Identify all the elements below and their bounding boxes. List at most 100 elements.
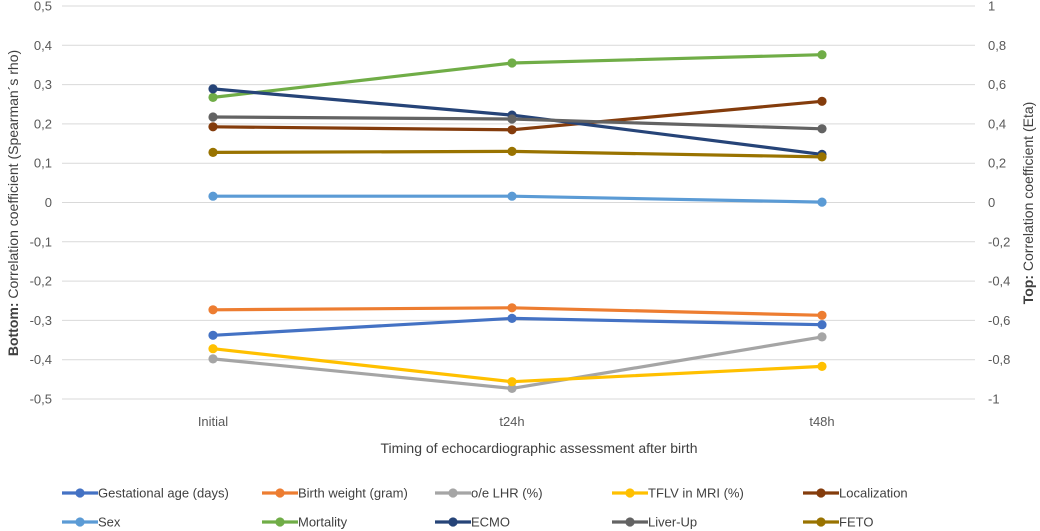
left-tick-label: -0,4 (30, 352, 52, 367)
series-liver-up (208, 112, 827, 134)
legend-item: Sex (62, 515, 121, 530)
gridlines (62, 5, 975, 400)
data-point (208, 344, 218, 354)
legend-swatch-marker (625, 517, 635, 527)
data-point (208, 147, 218, 157)
data-point (817, 124, 827, 134)
data-point (208, 191, 218, 201)
series-feto (208, 146, 827, 162)
series-o-e-lhr (208, 332, 827, 393)
x-axis-ticks: Initial t24h t48h (198, 414, 835, 429)
left-tick-label: 0,2 (34, 116, 52, 131)
series-line (211, 149, 824, 159)
series-localization (208, 96, 827, 135)
data-point (208, 92, 218, 102)
legend-item: Gestational age (days) (62, 486, 229, 501)
left-axis-title-bold: Bottom: (5, 302, 21, 356)
legend-swatch-marker (625, 488, 635, 498)
left-tick-label: -0,1 (30, 234, 52, 249)
x-tick-label: t48h (809, 414, 834, 429)
series-line (211, 316, 824, 337)
data-point (507, 377, 517, 387)
legend-item: o/e LHR (%) (435, 486, 543, 501)
data-point (817, 96, 827, 106)
data-point (507, 146, 517, 156)
legend-label: Gestational age (days) (98, 486, 229, 501)
legend-swatch-marker (448, 488, 458, 498)
right-axis-ticks: -1 -0,8 -0,6 -0,4 -0,2 0 0,2 0,4 0,6 0,8 1 (988, 0, 1010, 407)
series-line (211, 53, 824, 100)
right-axis-title: Top: Correlation coefficient (Eta) (1020, 102, 1036, 305)
data-point (208, 122, 218, 132)
x-tick-label: Initial (198, 414, 228, 429)
data-point (507, 114, 517, 124)
series-tflv-in-mri (208, 344, 827, 387)
right-axis-title-bold: Top: (1020, 275, 1036, 304)
series-sex (208, 191, 827, 207)
data-point (817, 50, 827, 60)
right-tick-label: 0,4 (988, 116, 1006, 131)
legend-label: Birth weight (gram) (298, 486, 408, 501)
data-point (507, 58, 517, 68)
series-mortality (208, 50, 827, 102)
data-point (507, 303, 517, 313)
left-axis-title: Bottom: Correlation coefficient (Spearma… (5, 50, 21, 356)
right-tick-label: -0,8 (988, 352, 1010, 367)
series-ecmo (208, 84, 827, 159)
data-point (817, 197, 827, 207)
left-tick-label: -0,5 (30, 392, 52, 407)
data-point (817, 320, 827, 330)
series-line (211, 87, 824, 156)
legend-swatch-marker (816, 517, 826, 527)
data-point (817, 152, 827, 162)
data-point (507, 313, 517, 323)
legend-label: Mortality (298, 515, 348, 530)
legend-swatch-marker (816, 488, 826, 498)
legend-swatch-marker (75, 517, 85, 527)
legend-label: Sex (98, 515, 121, 530)
data-point (817, 361, 827, 371)
legend-label: Localization (839, 486, 908, 501)
series-gestational-age-days (208, 313, 827, 340)
data-point (507, 125, 517, 135)
data-point (507, 383, 517, 393)
left-axis-ticks: -0,5 -0,4 -0,3 -0,2 -0,1 0 0,1 0,2 0,3 0,4 0,5 (30, 0, 52, 407)
data-point (507, 191, 517, 201)
right-tick-label: 1 (988, 0, 995, 14)
legend-label: FETO (839, 515, 873, 530)
data-point (208, 330, 218, 340)
legend-label: o/e LHR (%) (471, 486, 543, 501)
legend-item: Localization (803, 486, 908, 501)
data-point (817, 332, 827, 342)
legend-swatch-marker (275, 488, 285, 498)
left-tick-label: 0,3 (34, 77, 52, 92)
data-point (817, 310, 827, 320)
right-tick-label: -0,6 (988, 313, 1010, 328)
right-tick-label: 0,8 (988, 38, 1006, 53)
legend-item: Liver-Up (612, 515, 697, 530)
right-tick-label: -1 (988, 392, 1000, 407)
legend-label: ECMO (471, 515, 510, 530)
data-point (208, 112, 218, 122)
legend-swatch-marker (448, 517, 458, 527)
left-axis-title-rest: Correlation coefficient (Spearman´s rho) (5, 50, 21, 303)
right-axis-title-rest: Correlation coefficient (Eta) (1020, 102, 1036, 275)
x-axis-title: Timing of echocardiographic assessment a… (381, 440, 698, 456)
left-tick-label: 0,4 (34, 38, 52, 53)
left-tick-label: 0,1 (34, 156, 52, 171)
right-tick-label: 0 (988, 195, 995, 210)
series-line (211, 306, 824, 317)
legend-swatch-marker (275, 517, 285, 527)
legend-item: TFLV in MRI (%) (612, 486, 744, 501)
legend-item: Mortality (262, 515, 348, 530)
right-tick-label: -0,4 (988, 274, 1010, 289)
x-tick-label: t24h (499, 414, 524, 429)
right-tick-label: 0,6 (988, 77, 1006, 92)
right-tick-label: -0,2 (988, 234, 1010, 249)
legend-label: TFLV in MRI (%) (648, 486, 744, 501)
series-birth-weight-gram (208, 303, 827, 320)
left-tick-label: 0,5 (34, 0, 52, 14)
legend-swatch-marker (75, 488, 85, 498)
legend-item: Birth weight (gram) (262, 486, 408, 501)
